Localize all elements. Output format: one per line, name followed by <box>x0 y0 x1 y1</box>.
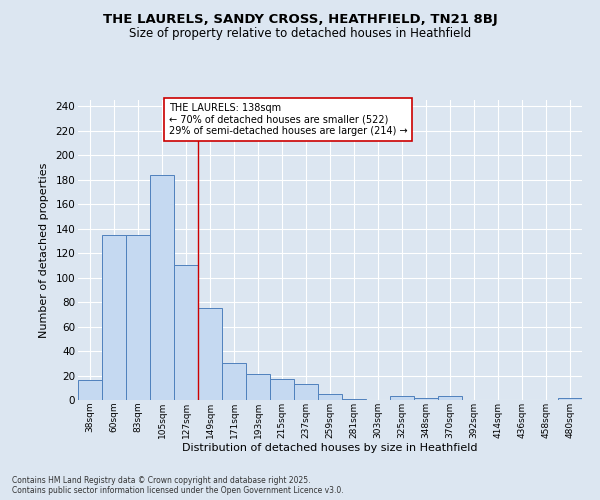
Bar <box>270 379 294 400</box>
Bar <box>558 398 582 400</box>
Bar <box>198 308 222 400</box>
Bar <box>222 364 246 400</box>
Bar <box>126 234 150 400</box>
Bar <box>174 266 198 400</box>
Bar <box>294 384 318 400</box>
X-axis label: Distribution of detached houses by size in Heathfield: Distribution of detached houses by size … <box>182 444 478 454</box>
Bar <box>246 374 270 400</box>
Bar <box>150 174 174 400</box>
Bar <box>414 398 438 400</box>
Text: THE LAURELS, SANDY CROSS, HEATHFIELD, TN21 8BJ: THE LAURELS, SANDY CROSS, HEATHFIELD, TN… <box>103 12 497 26</box>
Bar <box>342 399 366 400</box>
Bar <box>390 396 414 400</box>
Bar <box>78 380 102 400</box>
Bar <box>318 394 342 400</box>
Y-axis label: Number of detached properties: Number of detached properties <box>38 162 49 338</box>
Text: Contains HM Land Registry data © Crown copyright and database right 2025.
Contai: Contains HM Land Registry data © Crown c… <box>12 476 344 495</box>
Bar <box>438 396 462 400</box>
Text: Size of property relative to detached houses in Heathfield: Size of property relative to detached ho… <box>129 28 471 40</box>
Text: THE LAURELS: 138sqm
← 70% of detached houses are smaller (522)
29% of semi-detac: THE LAURELS: 138sqm ← 70% of detached ho… <box>169 103 407 136</box>
Bar <box>102 234 126 400</box>
